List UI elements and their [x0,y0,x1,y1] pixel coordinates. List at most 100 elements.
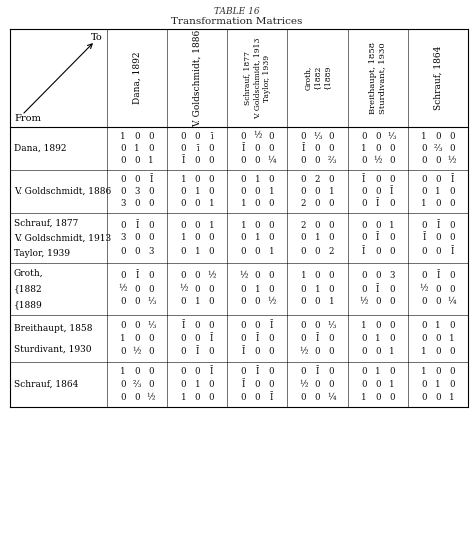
Text: 0: 0 [181,221,186,229]
Text: 0: 0 [148,144,154,153]
Text: 0: 0 [209,246,214,256]
Text: ⅓: ⅓ [388,132,396,141]
Text: Ī: Ī [136,272,139,280]
Text: 0: 0 [315,156,320,165]
Text: 0: 0 [329,380,334,389]
Text: Dana, 1892: Dana, 1892 [133,52,142,104]
Text: 0: 0 [435,367,441,376]
Text: 0: 0 [255,221,260,229]
Text: 0: 0 [241,246,246,256]
Text: 1: 1 [194,297,200,307]
Text: 0: 0 [449,380,455,389]
Text: 0: 0 [134,285,140,294]
Text: 1: 1 [329,297,334,307]
Text: ⅓: ⅓ [147,297,155,307]
Text: 0: 0 [315,297,320,307]
Text: 0: 0 [269,234,274,243]
Text: 0: 0 [194,393,200,402]
Text: 0: 0 [361,221,366,229]
Text: 1: 1 [255,234,260,243]
Text: 0: 0 [375,144,381,153]
Text: 0: 0 [134,199,140,208]
Text: 0: 0 [421,175,427,184]
Text: 0: 0 [181,367,186,376]
Text: Ī: Ī [302,144,305,153]
Text: 0: 0 [301,321,306,330]
Text: 0: 0 [241,187,246,196]
Text: 0: 0 [255,380,260,389]
Text: 0: 0 [389,156,394,165]
Text: 1: 1 [255,175,260,184]
Text: 0: 0 [255,321,260,330]
Text: Ī: Ī [376,234,380,243]
Text: 0: 0 [134,334,140,343]
Text: 0: 0 [315,321,320,330]
Text: Ī: Ī [376,285,380,294]
Text: 0: 0 [194,221,200,229]
Text: 1: 1 [120,367,126,376]
Text: V. Goldschmidt, 1913: V. Goldschmidt, 1913 [14,234,111,243]
Text: Ī: Ī [376,199,380,208]
Text: 0: 0 [435,132,441,141]
Text: 0: 0 [134,132,140,141]
Text: 0: 0 [269,367,274,376]
Text: 1: 1 [435,321,441,330]
Text: 0: 0 [148,199,154,208]
Text: 0: 0 [361,272,366,280]
Text: 0: 0 [269,285,274,294]
Text: 0: 0 [120,175,126,184]
Text: 0: 0 [361,156,366,165]
Text: 0: 0 [148,234,154,243]
Text: 0: 0 [389,234,394,243]
Text: 0: 0 [421,246,427,256]
Text: 0: 0 [361,380,366,389]
Text: 1: 1 [209,199,214,208]
Text: 0: 0 [421,187,427,196]
Text: 0: 0 [120,246,126,256]
Text: 0: 0 [435,246,441,256]
Text: 1: 1 [120,132,126,141]
Text: 0: 0 [301,334,306,343]
Text: 0: 0 [120,321,126,330]
Text: ⅓: ⅓ [147,321,155,330]
Text: 1: 1 [269,246,274,256]
Text: 0: 0 [435,347,441,356]
Text: 0: 0 [209,297,214,307]
Text: Schrauf, 1864: Schrauf, 1864 [14,380,78,389]
Text: 0: 0 [241,132,246,141]
Text: 0: 0 [301,393,306,402]
Text: TABLE 16: TABLE 16 [214,7,260,16]
Text: 1: 1 [181,175,186,184]
Text: 2: 2 [329,246,334,256]
Text: 0: 0 [375,175,381,184]
Text: 3: 3 [148,246,154,256]
Text: Ī: Ī [270,321,273,330]
Text: 0: 0 [269,347,274,356]
Text: 0: 0 [148,187,154,196]
Text: Ī: Ī [242,144,245,153]
Text: ī: ī [210,132,212,141]
Text: 1: 1 [375,367,381,376]
Text: 0: 0 [315,144,320,153]
Text: 1: 1 [148,156,154,165]
Text: 0: 0 [269,221,274,229]
Text: 1: 1 [134,144,140,153]
Text: 0: 0 [209,285,214,294]
Text: 0: 0 [449,234,455,243]
Text: 3: 3 [120,199,126,208]
Text: 2: 2 [315,175,320,184]
Text: ½: ½ [207,272,216,280]
Text: 0: 0 [449,367,455,376]
Text: 0: 0 [120,297,126,307]
Text: 0: 0 [148,367,154,376]
Text: {1889: {1889 [14,300,43,309]
Text: 0: 0 [194,334,200,343]
Text: ⅔: ⅔ [434,144,442,153]
Text: Ī: Ī [316,367,319,376]
Text: 0: 0 [361,234,366,243]
Text: 0: 0 [134,367,140,376]
Text: 0: 0 [148,380,154,389]
Text: 0: 0 [241,367,246,376]
Text: Ī: Ī [450,246,454,256]
Text: 0: 0 [361,199,366,208]
